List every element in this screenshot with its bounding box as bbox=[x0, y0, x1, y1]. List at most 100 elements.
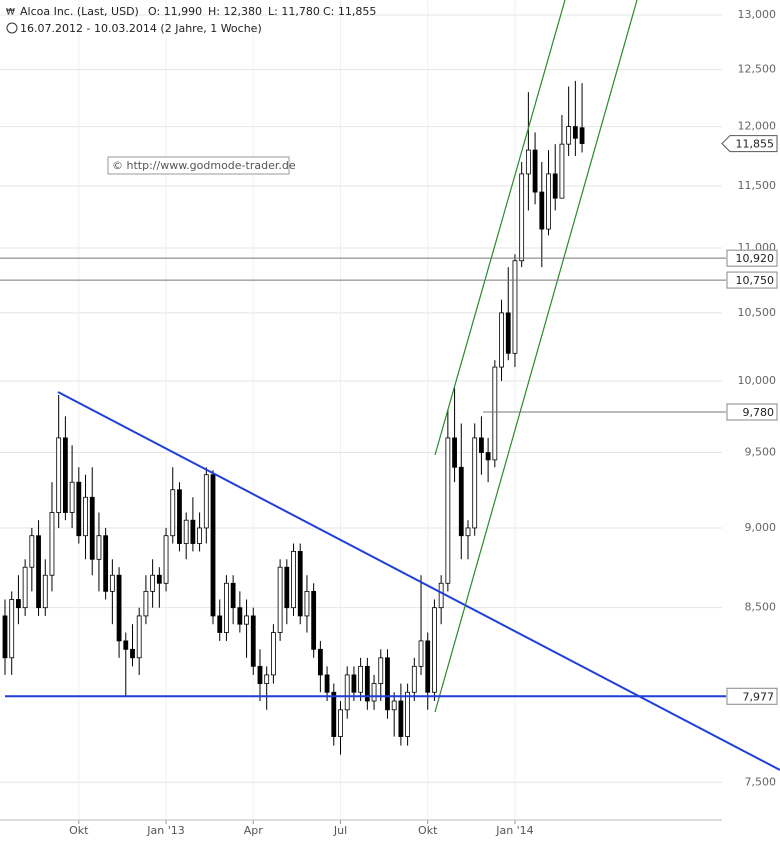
candle-body bbox=[485, 452, 491, 461]
candle-body bbox=[62, 437, 68, 513]
candle-body bbox=[190, 519, 196, 544]
candle-body bbox=[170, 489, 176, 537]
y-tick-label: 10,500 bbox=[738, 306, 777, 319]
candle-body bbox=[552, 173, 558, 199]
candle-body bbox=[458, 466, 464, 537]
candle-body bbox=[244, 615, 249, 625]
candle-body bbox=[83, 496, 88, 537]
level-box bbox=[726, 271, 778, 289]
candle-body bbox=[546, 173, 551, 230]
y-tick-label: 12,500 bbox=[738, 63, 777, 76]
level-box bbox=[726, 403, 778, 421]
candle-body bbox=[103, 535, 109, 592]
summary: L: 11,780 bbox=[268, 5, 320, 18]
candle-body bbox=[411, 665, 417, 693]
candle-body bbox=[264, 674, 270, 684]
candle-body bbox=[304, 590, 310, 617]
candle-body bbox=[525, 149, 531, 175]
candle-body bbox=[2, 615, 8, 659]
candle-body bbox=[311, 590, 317, 650]
candle-body bbox=[130, 648, 135, 659]
candle-body bbox=[257, 665, 263, 684]
chart-title: Alcoa Inc. (Last, USD) bbox=[20, 5, 139, 18]
level-label: 10,750 bbox=[736, 274, 775, 287]
candle-body bbox=[418, 640, 424, 667]
level-box bbox=[726, 249, 778, 267]
candle-body bbox=[465, 527, 471, 537]
candle-body bbox=[116, 574, 122, 642]
candle-body bbox=[203, 474, 209, 529]
x-tick-label: Okt bbox=[418, 824, 438, 837]
candle-body bbox=[371, 683, 377, 702]
x-tick-label: Jan '13 bbox=[146, 824, 184, 837]
candle-body bbox=[331, 691, 337, 737]
summary: O: 11,990 bbox=[148, 5, 202, 18]
candle-body bbox=[324, 674, 330, 693]
candle-body bbox=[405, 691, 411, 737]
clock-icon bbox=[6, 22, 18, 34]
candle-body bbox=[579, 127, 585, 144]
candle-body bbox=[532, 149, 538, 193]
level-label: 10,920 bbox=[736, 252, 775, 265]
candle-body bbox=[425, 640, 431, 693]
candle-body bbox=[398, 700, 404, 737]
candle-body bbox=[230, 582, 236, 609]
candle-body bbox=[317, 648, 323, 676]
candles bbox=[2, 80, 585, 755]
y-tick-label: 9,500 bbox=[745, 446, 777, 459]
candle-body bbox=[338, 709, 343, 737]
candle-body bbox=[438, 582, 444, 609]
candle-body bbox=[217, 615, 223, 633]
x-tick-label: Jul bbox=[333, 824, 347, 837]
candle-body bbox=[150, 574, 156, 592]
candle-body bbox=[96, 535, 102, 560]
candle-body bbox=[512, 260, 518, 354]
last-price-tag bbox=[721, 135, 778, 153]
candle-body bbox=[237, 607, 243, 625]
candle-body bbox=[505, 312, 511, 354]
candle-body bbox=[539, 191, 545, 230]
watermark: © http://www.godmode-trader.de bbox=[112, 159, 296, 172]
y-tick-label: 10,000 bbox=[738, 374, 777, 387]
watermark-box bbox=[107, 156, 290, 175]
candle-body bbox=[566, 126, 572, 145]
candle-body bbox=[109, 574, 115, 592]
trend-line bbox=[57, 391, 780, 771]
candle-body bbox=[42, 574, 48, 609]
y-tick-label: 13,000 bbox=[738, 8, 777, 21]
y-tick-label: 8,500 bbox=[745, 601, 777, 614]
candle-body bbox=[432, 607, 437, 693]
candle-body bbox=[351, 674, 357, 693]
candle-body bbox=[76, 481, 82, 537]
summary: C: 11,855 bbox=[323, 5, 376, 18]
subtitle: 16.07.2012 - 10.03.2014 (2 Jahre, 1 Woch… bbox=[20, 22, 262, 35]
candle-body bbox=[270, 632, 276, 676]
y-tick-label: 12,000 bbox=[738, 120, 777, 133]
y-tick-label: 7,500 bbox=[745, 775, 777, 788]
candle-body bbox=[9, 599, 15, 659]
candle-body bbox=[163, 535, 169, 584]
level-box bbox=[726, 687, 778, 705]
level-label: 9,780 bbox=[743, 406, 775, 419]
candle-body bbox=[69, 481, 75, 513]
candle-body bbox=[123, 640, 129, 650]
candle-body bbox=[22, 566, 28, 609]
candle-body bbox=[89, 496, 95, 560]
candle-body bbox=[559, 143, 565, 199]
candle-body bbox=[445, 437, 451, 584]
candle-body bbox=[284, 566, 290, 609]
x-tick-label: Apr bbox=[244, 824, 264, 837]
candle-body bbox=[519, 173, 525, 262]
candle-body bbox=[183, 519, 189, 544]
channel-line bbox=[434, 0, 638, 713]
candle-body bbox=[297, 550, 303, 617]
last-price-label: 11,855 bbox=[736, 138, 775, 151]
candle-body bbox=[210, 474, 216, 617]
y-tick-label: 9,000 bbox=[745, 521, 777, 534]
level-label: 7,977 bbox=[743, 690, 775, 703]
candle-body bbox=[344, 674, 350, 711]
levels: 10,920 10,750 9,780 7,977 11,855 bbox=[0, 135, 778, 705]
y-tick-label: 11,500 bbox=[738, 179, 777, 192]
